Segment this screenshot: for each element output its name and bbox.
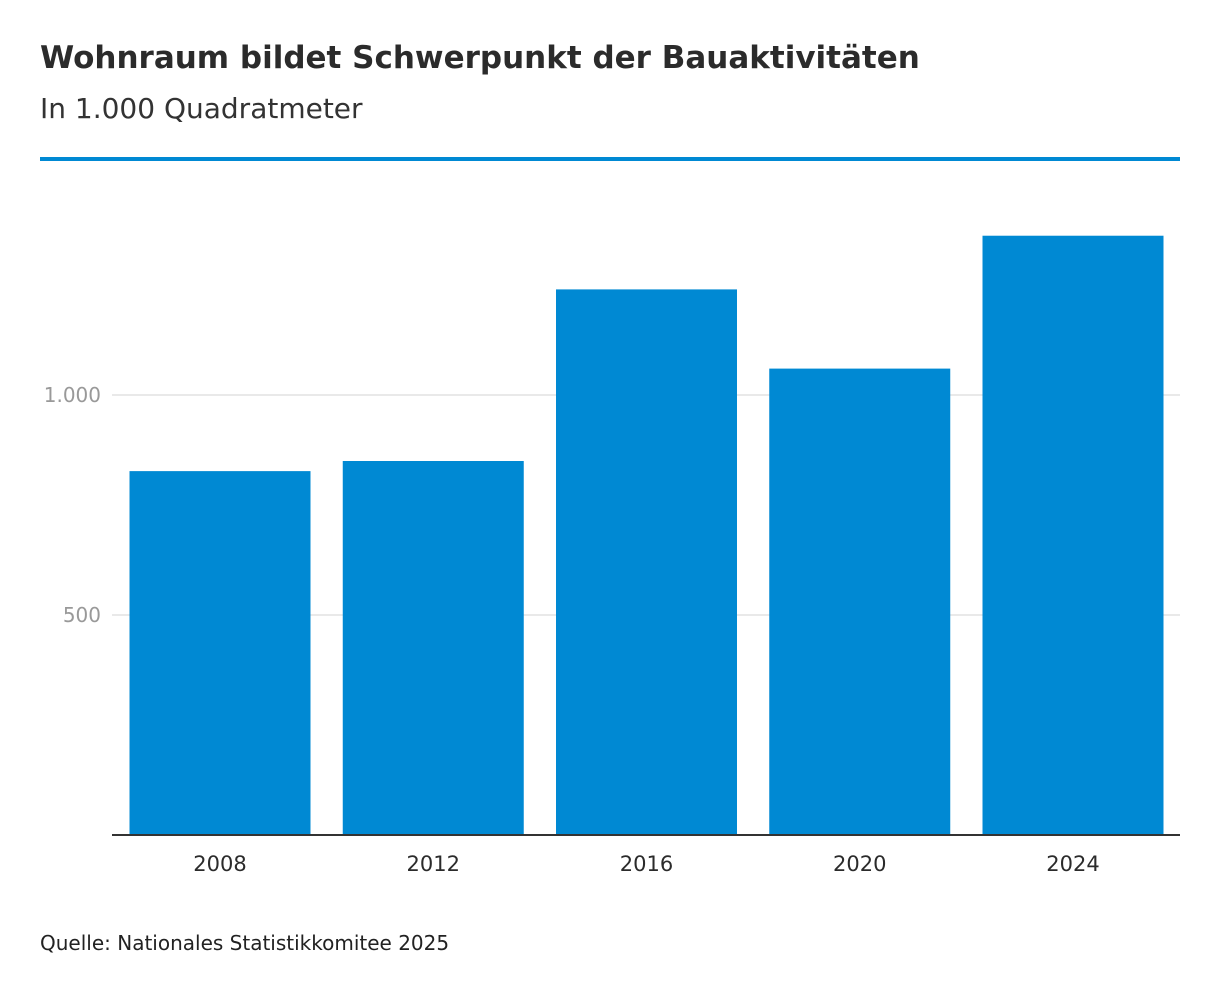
chart-title: Wohnraum bildet Schwerpunkt der Bauaktiv… — [40, 40, 920, 76]
y-tick-label: 1.000 — [44, 383, 101, 407]
x-tick-label: 2024 — [1046, 852, 1099, 876]
bar-2020 — [769, 368, 951, 835]
x-tick-label: 2012 — [407, 852, 460, 876]
bar-2012 — [342, 461, 524, 835]
y-axis-ticks: 500 1.000 — [44, 383, 101, 627]
title-divider — [40, 157, 1180, 161]
bar-2024 — [982, 235, 1164, 836]
x-tick-label: 2020 — [833, 852, 886, 876]
bars — [129, 235, 1164, 836]
source-note: Quelle: Nationales Statistikkomitee 2025 — [40, 931, 450, 955]
chart-subtitle: In 1.000 Quadratmeter — [40, 92, 363, 125]
bar-2008 — [129, 471, 311, 835]
x-axis-ticks: 2008 2012 2016 2020 2024 — [193, 852, 1099, 876]
x-tick-label: 2016 — [620, 852, 673, 876]
x-tick-label: 2008 — [193, 852, 246, 876]
y-tick-label: 500 — [63, 603, 101, 627]
bar-2016 — [556, 289, 737, 835]
